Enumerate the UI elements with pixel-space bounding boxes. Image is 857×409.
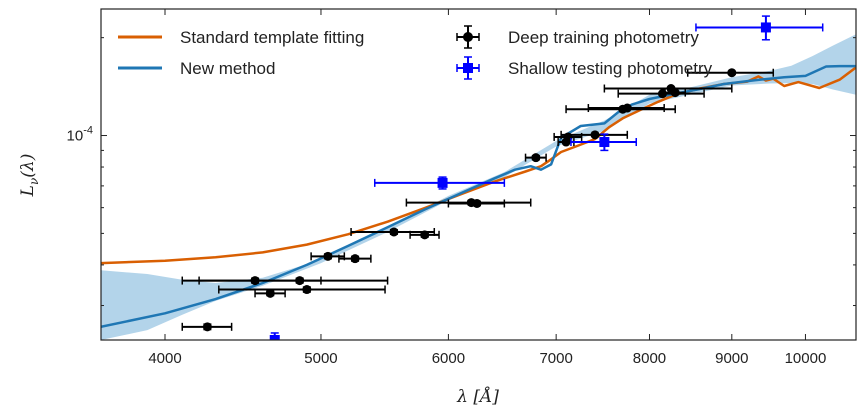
series-standard-template-fitting-line <box>101 66 856 265</box>
deep-training-photometry-marker <box>727 68 737 78</box>
y-axis-label-arg: (λ) <box>18 154 38 178</box>
deep-training-photometry-marker <box>670 88 680 98</box>
legend-marker <box>463 63 473 73</box>
deep-training-photometry-marker <box>202 322 212 332</box>
deep-training-photometry-marker <box>622 103 632 113</box>
deep-training-photometry-point <box>350 227 436 237</box>
deep-training-photometry-point <box>218 285 386 295</box>
legend-column-lines: Standard template fitting New method <box>118 28 364 78</box>
axis-ticks: 4000 5000 6000 7000 8000 9000 10000 10-4 <box>67 9 856 367</box>
y-tick-label: 10-4 <box>67 125 93 145</box>
deep-training-photometry-marker <box>350 254 360 264</box>
plot-frame <box>100 8 857 341</box>
deep-training-photometry-point <box>664 88 686 98</box>
deep-training-photometry-marker <box>295 276 305 286</box>
deep-training-photometry-marker <box>472 198 482 208</box>
x-axis-label-symbol: λ <box>456 387 468 407</box>
x-tick-label: 8000 <box>633 350 666 367</box>
deep-training-photometry-point <box>338 254 372 264</box>
deep-training-photometry-point <box>447 198 506 208</box>
x-tick-label: 5000 <box>304 350 337 367</box>
deep-training-photometry-point <box>565 104 676 114</box>
deep-training-photometry-point <box>686 68 775 78</box>
deep-training-photometry-point <box>198 276 389 286</box>
plot-area <box>101 15 856 340</box>
legend: Standard template fitting New method Deep… <box>118 25 713 80</box>
deep-training-photometry-marker <box>531 153 541 163</box>
deep-training-photometry-marker <box>389 227 399 237</box>
legend-column-markers: Deep training photometry Shallow testing … <box>456 25 713 80</box>
deep-training-photometry-marker <box>323 251 333 261</box>
deep-training-photometry-point <box>181 322 233 332</box>
legend-label: Standard template fitting <box>180 28 364 47</box>
deep-training-photometry-point <box>409 230 440 240</box>
shallow-testing-photometry-point <box>269 332 280 340</box>
x-tick-label: 10000 <box>785 350 827 367</box>
x-tick-label: 7000 <box>539 350 572 367</box>
deep-training-photometry-marker <box>302 285 312 295</box>
x-tick-label: 9000 <box>715 350 748 367</box>
x-tick-label: 6000 <box>432 350 465 367</box>
deep-training-photometry-point <box>524 153 547 163</box>
deep-training-photometry-point <box>560 130 629 140</box>
axes-frame <box>100 8 857 341</box>
y-axis-label-subscript: ν <box>27 178 41 185</box>
x-tick-label: 4000 <box>148 350 181 367</box>
y-tick-label-base: 10 <box>67 128 84 145</box>
shallow-testing-photometry-marker <box>437 177 448 188</box>
deep-training-photometry-marker <box>420 230 430 240</box>
shallow-testing-photometry-point <box>374 176 506 190</box>
shallow-testing-photometry-marker <box>760 22 771 33</box>
legend-label: Shallow testing photometry <box>508 59 713 78</box>
shallow-testing-photometry-point <box>570 133 638 152</box>
x-axis-label: λ [Å] <box>456 386 499 407</box>
y-tick-label-exponent: -4 <box>83 125 93 137</box>
legend-label: New method <box>180 59 275 78</box>
y-axis-label-symbol: L <box>18 185 38 197</box>
deep-training-photometry-point <box>310 251 346 261</box>
shallow-testing-photometry-marker <box>599 137 610 148</box>
shallow-testing-photometry-marker <box>269 335 280 340</box>
deep-training-photometry-point <box>587 103 665 113</box>
deep-training-photometry-marker <box>265 288 275 298</box>
deep-training-photometry-marker <box>590 130 600 140</box>
legend-label: Deep training photometry <box>508 28 699 47</box>
legend-marker <box>463 32 473 42</box>
y-axis-label: Lν(λ) <box>18 154 41 198</box>
shallow-testing-photometry-point <box>695 15 824 41</box>
deep-training-photometry-point <box>254 288 286 298</box>
x-axis-label-unit: [Å] <box>473 386 499 407</box>
